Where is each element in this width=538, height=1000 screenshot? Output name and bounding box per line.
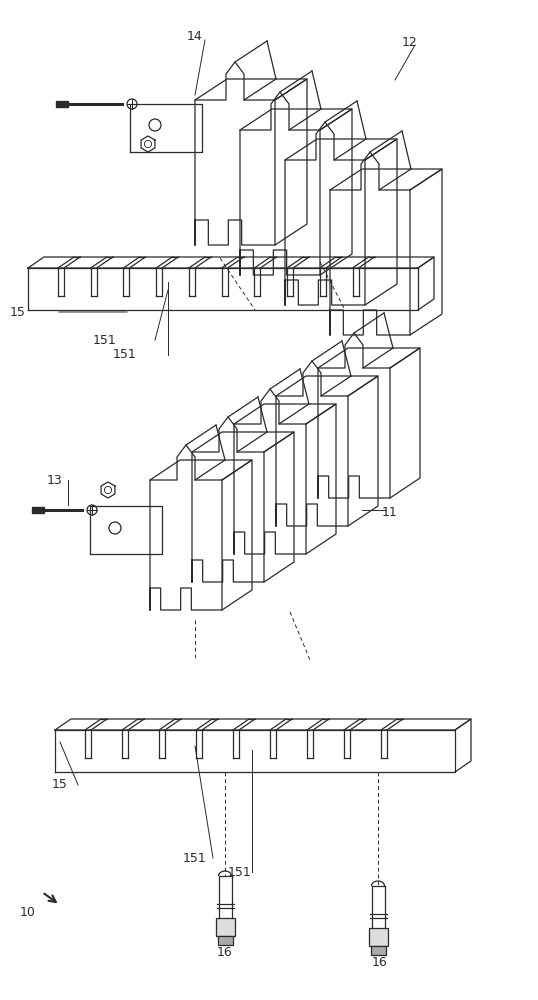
Text: 16: 16 [217,946,233,958]
Text: 12: 12 [402,35,418,48]
Text: 15: 15 [10,306,26,318]
Text: 151: 151 [113,349,137,361]
Text: 151: 151 [183,852,207,864]
Bar [56,101,68,107]
Bar [369,928,387,946]
Text: 151: 151 [93,334,117,347]
Text: 10: 10 [20,906,36,918]
Bar [32,507,44,513]
Text: 14: 14 [187,29,203,42]
Bar [371,946,386,955]
Bar [217,936,232,945]
Bar [216,918,235,936]
Text: 11: 11 [382,506,398,520]
Text: 15: 15 [52,778,68,792]
Text: 16: 16 [372,956,388,968]
Text: 13: 13 [47,474,63,487]
Text: 151: 151 [228,865,252,879]
